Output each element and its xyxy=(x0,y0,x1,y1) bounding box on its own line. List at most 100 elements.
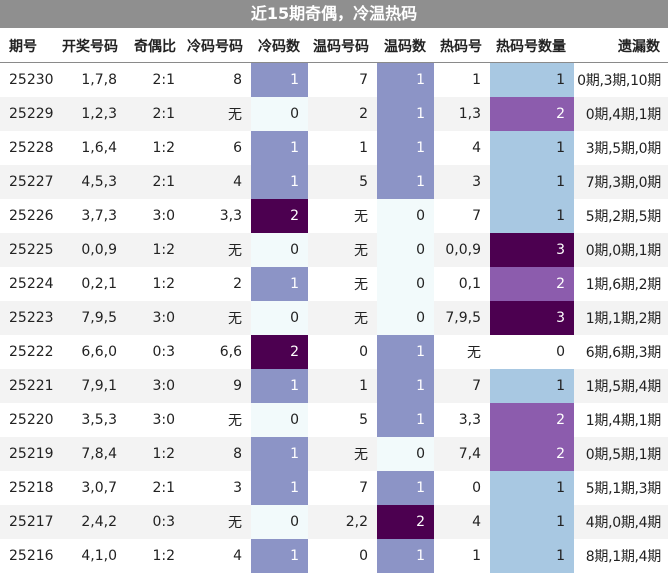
table-row: 25219 7,8,4 1:2 8 1 无 0 7,4 2 0期,5期,1期 xyxy=(0,437,668,471)
header-missing[interactable]: 遗漏数 xyxy=(574,29,668,63)
cell-warm-codes: 7 xyxy=(308,471,377,505)
cell-hot-count: 2 xyxy=(490,437,574,471)
header-odd-even[interactable]: 奇偶比 xyxy=(126,29,184,63)
table-row: 25222 6,6,0 0:3 6,6 2 0 1 无 0 6期,6期,3期 xyxy=(0,335,668,369)
cell-numbers: 1,7,8 xyxy=(57,62,126,97)
cell-numbers: 4,5,3 xyxy=(57,165,126,199)
cell-odd-even: 3:0 xyxy=(126,369,184,403)
cell-missing: 1期,5期,4期 xyxy=(574,369,668,403)
table-body: 25230 1,7,8 2:1 8 1 7 1 1 1 0期,3期,10期 25229 1,2,3 2:… xyxy=(0,62,668,573)
cell-cold-count: 0 xyxy=(251,97,308,131)
table-row: 25230 1,7,8 2:1 8 1 7 1 1 1 0期,3期,10期 xyxy=(0,62,668,97)
cell-warm-codes: 无 xyxy=(308,233,377,267)
cell-numbers: 0,0,9 xyxy=(57,233,126,267)
cell-warm-count: 1 xyxy=(377,97,434,131)
cell-cold-codes: 无 xyxy=(184,301,251,335)
cell-missing: 5期,1期,3期 xyxy=(574,471,668,505)
cell-hot-codes: 0 xyxy=(434,471,490,505)
cell-numbers: 7,9,5 xyxy=(57,301,126,335)
cell-cold-codes: 9 xyxy=(184,369,251,403)
cell-cold-count: 1 xyxy=(251,62,308,97)
cell-hot-count: 1 xyxy=(490,369,574,403)
header-warm-count[interactable]: 温码数 xyxy=(377,29,434,63)
cell-cold-codes: 6,6 xyxy=(184,335,251,369)
cell-odd-even: 1:2 xyxy=(126,233,184,267)
cell-warm-codes: 无 xyxy=(308,301,377,335)
cell-issue: 25226 xyxy=(0,199,57,233)
header-issue[interactable]: 期号 xyxy=(0,29,57,63)
cell-numbers: 4,1,0 xyxy=(57,539,126,573)
header-cold-codes[interactable]: 冷码号码 xyxy=(184,29,251,63)
cell-warm-count: 1 xyxy=(377,131,434,165)
cell-hot-count: 0 xyxy=(490,335,574,369)
cell-cold-codes: 2 xyxy=(184,267,251,301)
cell-warm-count: 2 xyxy=(377,505,434,539)
cell-missing: 4期,0期,4期 xyxy=(574,505,668,539)
cell-issue: 25225 xyxy=(0,233,57,267)
cell-issue: 25221 xyxy=(0,369,57,403)
cell-issue: 25224 xyxy=(0,267,57,301)
cell-hot-count: 2 xyxy=(490,403,574,437)
cell-cold-codes: 无 xyxy=(184,97,251,131)
table-row: 25229 1,2,3 2:1 无 0 2 1 1,3 2 0期,4期,1期 xyxy=(0,97,668,131)
cell-cold-codes: 8 xyxy=(184,437,251,471)
cell-odd-even: 2:1 xyxy=(126,165,184,199)
cell-cold-codes: 6 xyxy=(184,131,251,165)
cell-cold-codes: 4 xyxy=(184,165,251,199)
cell-hot-codes: 7,9,5 xyxy=(434,301,490,335)
cell-warm-count: 0 xyxy=(377,233,434,267)
cell-hot-count: 1 xyxy=(490,199,574,233)
cell-hot-codes: 0,0,9 xyxy=(434,233,490,267)
cell-warm-codes: 0 xyxy=(308,539,377,573)
cell-odd-even: 1:2 xyxy=(126,267,184,301)
cell-warm-codes: 无 xyxy=(308,199,377,233)
cell-cold-codes: 3,3 xyxy=(184,199,251,233)
cell-issue: 25219 xyxy=(0,437,57,471)
cell-hot-count: 1 xyxy=(490,165,574,199)
cell-missing: 0期,5期,1期 xyxy=(574,437,668,471)
cell-warm-codes: 2 xyxy=(308,97,377,131)
cell-missing: 0期,4期,1期 xyxy=(574,97,668,131)
header-hot-codes[interactable]: 热码号 xyxy=(434,29,490,63)
cell-issue: 25220 xyxy=(0,403,57,437)
cell-issue: 25216 xyxy=(0,539,57,573)
cell-odd-even: 0:3 xyxy=(126,505,184,539)
table-row: 25220 3,5,3 3:0 无 0 5 1 3,3 2 1期,4期,1期 xyxy=(0,403,668,437)
cell-cold-count: 1 xyxy=(251,437,308,471)
cell-numbers: 3,7,3 xyxy=(57,199,126,233)
table-row: 25218 3,0,7 2:1 3 1 7 1 0 1 5期,1期,3期 xyxy=(0,471,668,505)
cell-warm-codes: 5 xyxy=(308,403,377,437)
cell-odd-even: 0:3 xyxy=(126,335,184,369)
cell-numbers: 6,6,0 xyxy=(57,335,126,369)
cell-warm-count: 1 xyxy=(377,403,434,437)
cell-missing: 0期,0期,1期 xyxy=(574,233,668,267)
cell-cold-codes: 8 xyxy=(184,62,251,97)
cell-warm-count: 0 xyxy=(377,301,434,335)
cell-hot-codes: 0,1 xyxy=(434,267,490,301)
cell-numbers: 1,2,3 xyxy=(57,97,126,131)
cell-hot-codes: 3 xyxy=(434,165,490,199)
header-warm-codes[interactable]: 温码号码 xyxy=(308,29,377,63)
cell-hot-count: 1 xyxy=(490,539,574,573)
header-cold-count[interactable]: 冷码数 xyxy=(251,29,308,63)
table-row: 25225 0,0,9 1:2 无 0 无 0 0,0,9 3 0期,0期,1期 xyxy=(0,233,668,267)
header-numbers[interactable]: 开奖号码 xyxy=(57,29,126,63)
cell-cold-codes: 无 xyxy=(184,505,251,539)
cell-warm-count: 1 xyxy=(377,165,434,199)
cell-warm-codes: 7 xyxy=(308,62,377,97)
cell-cold-count: 0 xyxy=(251,233,308,267)
cell-cold-count: 1 xyxy=(251,539,308,573)
cell-cold-count: 1 xyxy=(251,165,308,199)
cell-missing: 0期,3期,10期 xyxy=(574,62,668,97)
cell-cold-codes: 4 xyxy=(184,539,251,573)
cell-issue: 25227 xyxy=(0,165,57,199)
cell-numbers: 1,6,4 xyxy=(57,131,126,165)
cell-missing: 1期,6期,2期 xyxy=(574,267,668,301)
cell-issue: 25217 xyxy=(0,505,57,539)
cell-hot-codes: 3,3 xyxy=(434,403,490,437)
cell-issue: 25228 xyxy=(0,131,57,165)
cell-missing: 6期,6期,3期 xyxy=(574,335,668,369)
table-row: 25217 2,4,2 0:3 无 0 2,2 2 4 1 4期,0期,4期 xyxy=(0,505,668,539)
cell-missing: 5期,2期,5期 xyxy=(574,199,668,233)
header-hot-count[interactable]: 热码号数量 xyxy=(490,29,574,63)
